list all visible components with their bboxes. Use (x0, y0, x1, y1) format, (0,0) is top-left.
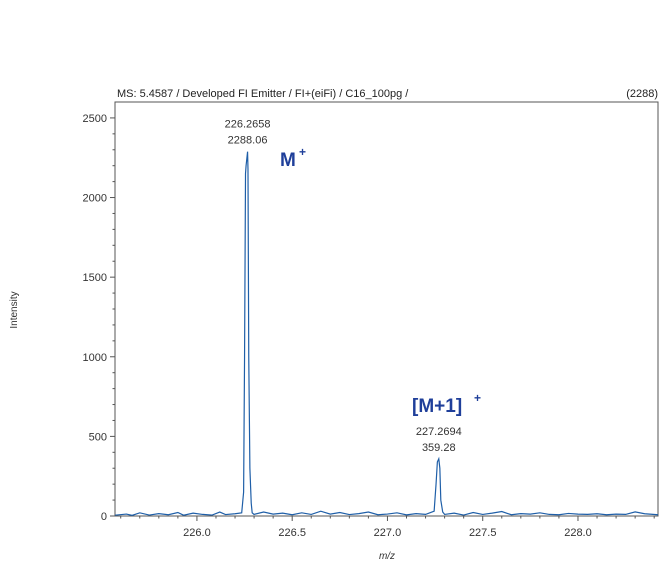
spectrum-header: MS: 5.4587 / Developed FI Emitter / FI+(… (117, 88, 409, 100)
x-tick-label: 228.0 (564, 527, 592, 539)
ion-label-m-plus-charge: + (299, 145, 306, 159)
peak-1-intensity-label: 2288.06 (228, 135, 268, 147)
plot-frame (114, 101, 659, 517)
ion-label-m-plus-1-charge: + (474, 391, 481, 405)
tick-labels: 0 500 1000 1500 2000 2500 226.0 226.5 227.0 227.5… (83, 113, 592, 539)
ion-label-m-plus: M (280, 150, 296, 171)
x-tick-label: 227.0 (374, 527, 402, 539)
peak-2-intensity-label: 359.28 (422, 442, 456, 454)
y-tick-label: 2000 (83, 193, 107, 205)
y-tick-label: 500 (89, 431, 107, 443)
x-axis-title: m/z (379, 551, 395, 562)
ion-label-m-plus-1: [M+1] (412, 396, 462, 417)
peak-1-mz-label: 226.2658 (225, 119, 271, 131)
peak-2-mz-label: 227.2694 (416, 426, 462, 438)
y-tick-label: 2500 (83, 113, 107, 125)
y-tick-label: 1500 (83, 272, 107, 284)
y-axis-title: Intensity (9, 291, 20, 328)
x-tick-label: 226.0 (183, 527, 211, 539)
spectrum-line (114, 151, 659, 516)
x-tick-label: 227.5 (469, 527, 497, 539)
spectrum-max-intensity: (2288) (626, 88, 658, 100)
y-tick-label: 1000 (83, 352, 107, 364)
x-tick-label: 226.5 (278, 527, 306, 539)
axis-ticks (110, 117, 655, 521)
peak-annotations: 226.2658 2288.06 227.2694 359.28 M + [M+… (225, 119, 481, 454)
y-tick-label: 0 (101, 511, 107, 523)
